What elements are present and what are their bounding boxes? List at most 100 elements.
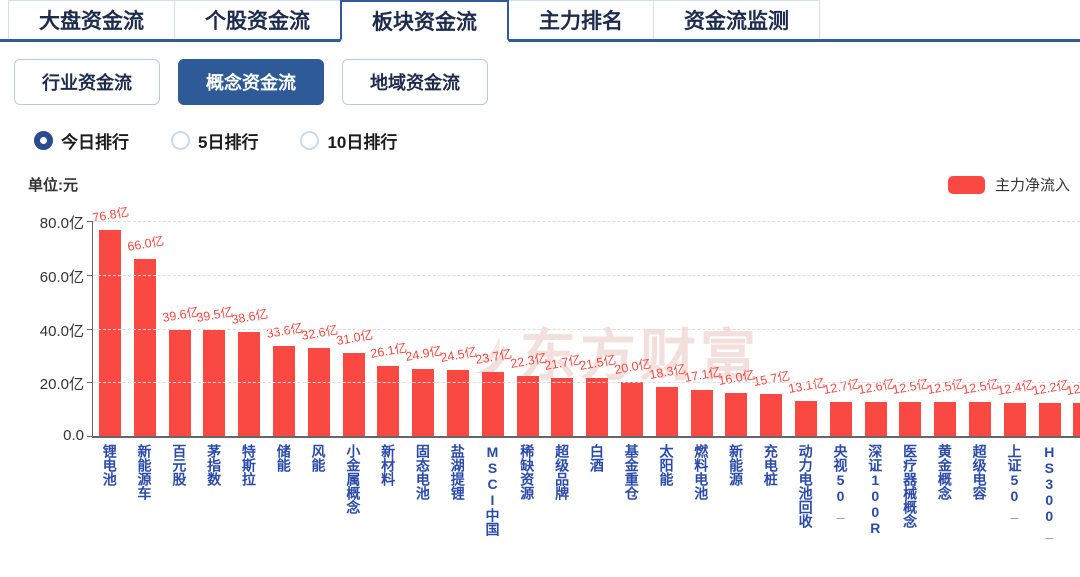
x-axis-labels: 锂电池 新能源车 百元股 茅指数 特斯拉 储能 风能 小金属概念 新材料 固态电池 盐湖提锂 MSCI… bbox=[92, 444, 1080, 540]
x-category-label-新材料[interactable]: 新材料 bbox=[370, 444, 405, 540]
bar-value-label: 39.6亿 bbox=[160, 304, 200, 325]
x-category-text: 太阳能 bbox=[658, 444, 675, 486]
x-category-label-央视50_[interactable]: 央视50_ bbox=[823, 444, 858, 540]
period-radio-label: 10日排行 bbox=[327, 133, 398, 152]
plot-area: 76.8亿 66.0亿 39.6亿 39.5亿 38.6亿 33.6亿 32.6亿 31.0亿… bbox=[87, 204, 1080, 437]
bar-小金属概念[interactable] bbox=[342, 352, 365, 436]
bar-partial[interactable] bbox=[1073, 403, 1080, 436]
period-radio-5日排行[interactable]: 5日排行 bbox=[171, 128, 258, 153]
sub-tab-概念资金流[interactable]: 概念资金流 bbox=[178, 59, 324, 105]
main-tab-主力排名[interactable]: 主力排名 bbox=[508, 0, 654, 39]
x-category-label-百元股[interactable]: 百元股 bbox=[162, 444, 197, 540]
x-category-label-太阳能[interactable]: 太阳能 bbox=[649, 444, 684, 540]
period-filter: 今日排行 5日排行 10日排行 bbox=[0, 105, 1080, 153]
bar-HS300_[interactable] bbox=[1038, 403, 1061, 436]
x-category-label-深证100R[interactable]: 深证100R bbox=[858, 444, 893, 540]
bar-储能[interactable] bbox=[272, 345, 295, 436]
main-tab-个股资金流[interactable]: 个股资金流 bbox=[174, 0, 341, 39]
x-category-label-上证50_[interactable]: 上证50_ bbox=[997, 444, 1032, 540]
bar-value-label: 12.6亿 bbox=[856, 376, 896, 398]
x-category-label-黄金概念[interactable]: 黄金概念 bbox=[927, 444, 962, 540]
bar-央视50_[interactable] bbox=[829, 401, 852, 436]
bar-column: 66.0亿 bbox=[126, 221, 165, 436]
bar-太阳能[interactable] bbox=[655, 386, 678, 436]
bar-value-label: 26.1亿 bbox=[369, 340, 409, 361]
y-axis-label: 0.0 bbox=[63, 427, 84, 444]
bar-column: 21.5亿 bbox=[578, 221, 618, 436]
x-category-label-新能源[interactable]: 新能源 bbox=[718, 444, 753, 540]
bar-value-label: 38.6亿 bbox=[230, 307, 270, 328]
bar-value-label: 12.1亿 bbox=[1065, 378, 1080, 399]
x-category-label-固态电池[interactable]: 固态电池 bbox=[405, 444, 440, 540]
bar-盐湖提锂[interactable] bbox=[446, 370, 469, 436]
bar-动力电池回收[interactable] bbox=[794, 400, 817, 436]
bar-黄金概念[interactable] bbox=[934, 402, 957, 436]
sub-tab-地域资金流[interactable]: 地域资金流 bbox=[342, 59, 488, 105]
x-category-label-新能源车[interactable]: 新能源车 bbox=[127, 444, 162, 540]
x-category-label-partial[interactable] bbox=[1066, 444, 1080, 540]
bar-value-label: 12.5亿 bbox=[961, 377, 1001, 398]
x-category-label-燃料电池[interactable]: 燃料电池 bbox=[684, 444, 719, 540]
gridline-20 bbox=[93, 382, 1080, 384]
x-category-label-基金重仓[interactable]: 基金重仓 bbox=[614, 444, 649, 540]
y-tick-mark bbox=[87, 436, 92, 437]
bar-value-label: 31.0亿 bbox=[334, 327, 374, 348]
period-radio-label: 今日排行 bbox=[61, 133, 129, 152]
sub-tab-行业资金流[interactable]: 行业资金流 bbox=[14, 59, 160, 105]
x-category-label-动力电池回收[interactable]: 动力电池回收 bbox=[788, 444, 823, 540]
bar-基金重仓[interactable] bbox=[620, 382, 643, 436]
x-category-label-充电桩[interactable]: 充电桩 bbox=[753, 444, 788, 540]
x-category-label-白酒[interactable]: 白酒 bbox=[579, 444, 614, 540]
gridline-40 bbox=[93, 328, 1080, 330]
bar-MSCI中国[interactable] bbox=[481, 372, 504, 436]
x-category-label-小金属概念[interactable]: 小金属概念 bbox=[336, 444, 371, 540]
x-category-text: 茅指数 bbox=[206, 444, 223, 486]
period-radio-今日排行[interactable]: 今日排行 bbox=[34, 128, 129, 153]
x-category-label-盐湖提锂[interactable]: 盐湖提锂 bbox=[440, 444, 475, 540]
y-axis-label: 20.0亿 bbox=[39, 376, 84, 394]
bar-新材料[interactable] bbox=[377, 365, 400, 436]
x-category-label-稀缺资源[interactable]: 稀缺资源 bbox=[510, 444, 545, 540]
bar-医疗器械概念[interactable] bbox=[899, 402, 922, 436]
bar-固态电池[interactable] bbox=[412, 369, 435, 436]
bar-超级品牌[interactable] bbox=[551, 377, 574, 436]
bar-锂电池[interactable] bbox=[99, 229, 121, 436]
bar-value-label: 66.0亿 bbox=[126, 233, 165, 254]
x-category-label-茅指数[interactable]: 茅指数 bbox=[196, 444, 231, 540]
bar-column: 22.3亿 bbox=[509, 221, 548, 436]
x-category-label-超级电容[interactable]: 超级电容 bbox=[962, 444, 997, 540]
x-category-label-HS300_[interactable]: HS300_ bbox=[1032, 444, 1067, 540]
bar-稀缺资源[interactable] bbox=[516, 376, 539, 436]
bar-风能[interactable] bbox=[307, 348, 330, 436]
bar-新能源[interactable] bbox=[725, 393, 748, 436]
bar-column: 13.1亿 bbox=[787, 221, 826, 436]
bar-新能源车[interactable] bbox=[133, 258, 156, 436]
x-category-label-锂电池[interactable]: 锂电池 bbox=[92, 444, 127, 540]
bars-row: 76.8亿 66.0亿 39.6亿 39.5亿 38.6亿 33.6亿 32.6亿 31.0亿… bbox=[91, 204, 1080, 436]
main-tab-大盘资金流[interactable]: 大盘资金流 bbox=[8, 0, 175, 39]
x-category-label-储能[interactable]: 储能 bbox=[266, 444, 301, 540]
x-category-label-MSCI中国[interactable]: MSCI中国 bbox=[475, 444, 510, 540]
x-category-label-医疗器械概念[interactable]: 医疗器械概念 bbox=[892, 444, 927, 540]
main-tab-资金流监测[interactable]: 资金流监测 bbox=[653, 0, 820, 39]
x-category-label-超级品牌[interactable]: 超级品牌 bbox=[544, 444, 579, 540]
bar-白酒[interactable] bbox=[586, 378, 609, 436]
x-category-label-特斯拉[interactable]: 特斯拉 bbox=[231, 444, 266, 540]
bar-深证100R[interactable] bbox=[864, 402, 887, 436]
bar-value-label: 21.5亿 bbox=[578, 353, 618, 374]
bar-充电桩[interactable] bbox=[760, 393, 783, 436]
x-category-label-风能[interactable]: 风能 bbox=[301, 444, 336, 540]
bar-超级电容[interactable] bbox=[968, 402, 991, 436]
period-radio-10日排行[interactable]: 10日排行 bbox=[300, 128, 397, 153]
x-category-text: 超级品牌 bbox=[554, 444, 571, 500]
x-category-text: MSCI中国 bbox=[484, 444, 501, 536]
x-category-text: 固态电池 bbox=[414, 444, 431, 500]
bar-value-label: 12.5亿 bbox=[891, 377, 931, 398]
y-axis-label: 60.0亿 bbox=[39, 268, 84, 286]
bar-特斯拉[interactable] bbox=[238, 332, 261, 436]
x-category-text: 基金重仓 bbox=[623, 444, 640, 500]
bar-上证50_[interactable] bbox=[1003, 402, 1026, 436]
main-tab-板块资金流[interactable]: 板块资金流 bbox=[340, 0, 509, 42]
y-axis-label: 80.0亿 bbox=[39, 215, 84, 232]
bar-燃料电池[interactable] bbox=[690, 390, 713, 436]
